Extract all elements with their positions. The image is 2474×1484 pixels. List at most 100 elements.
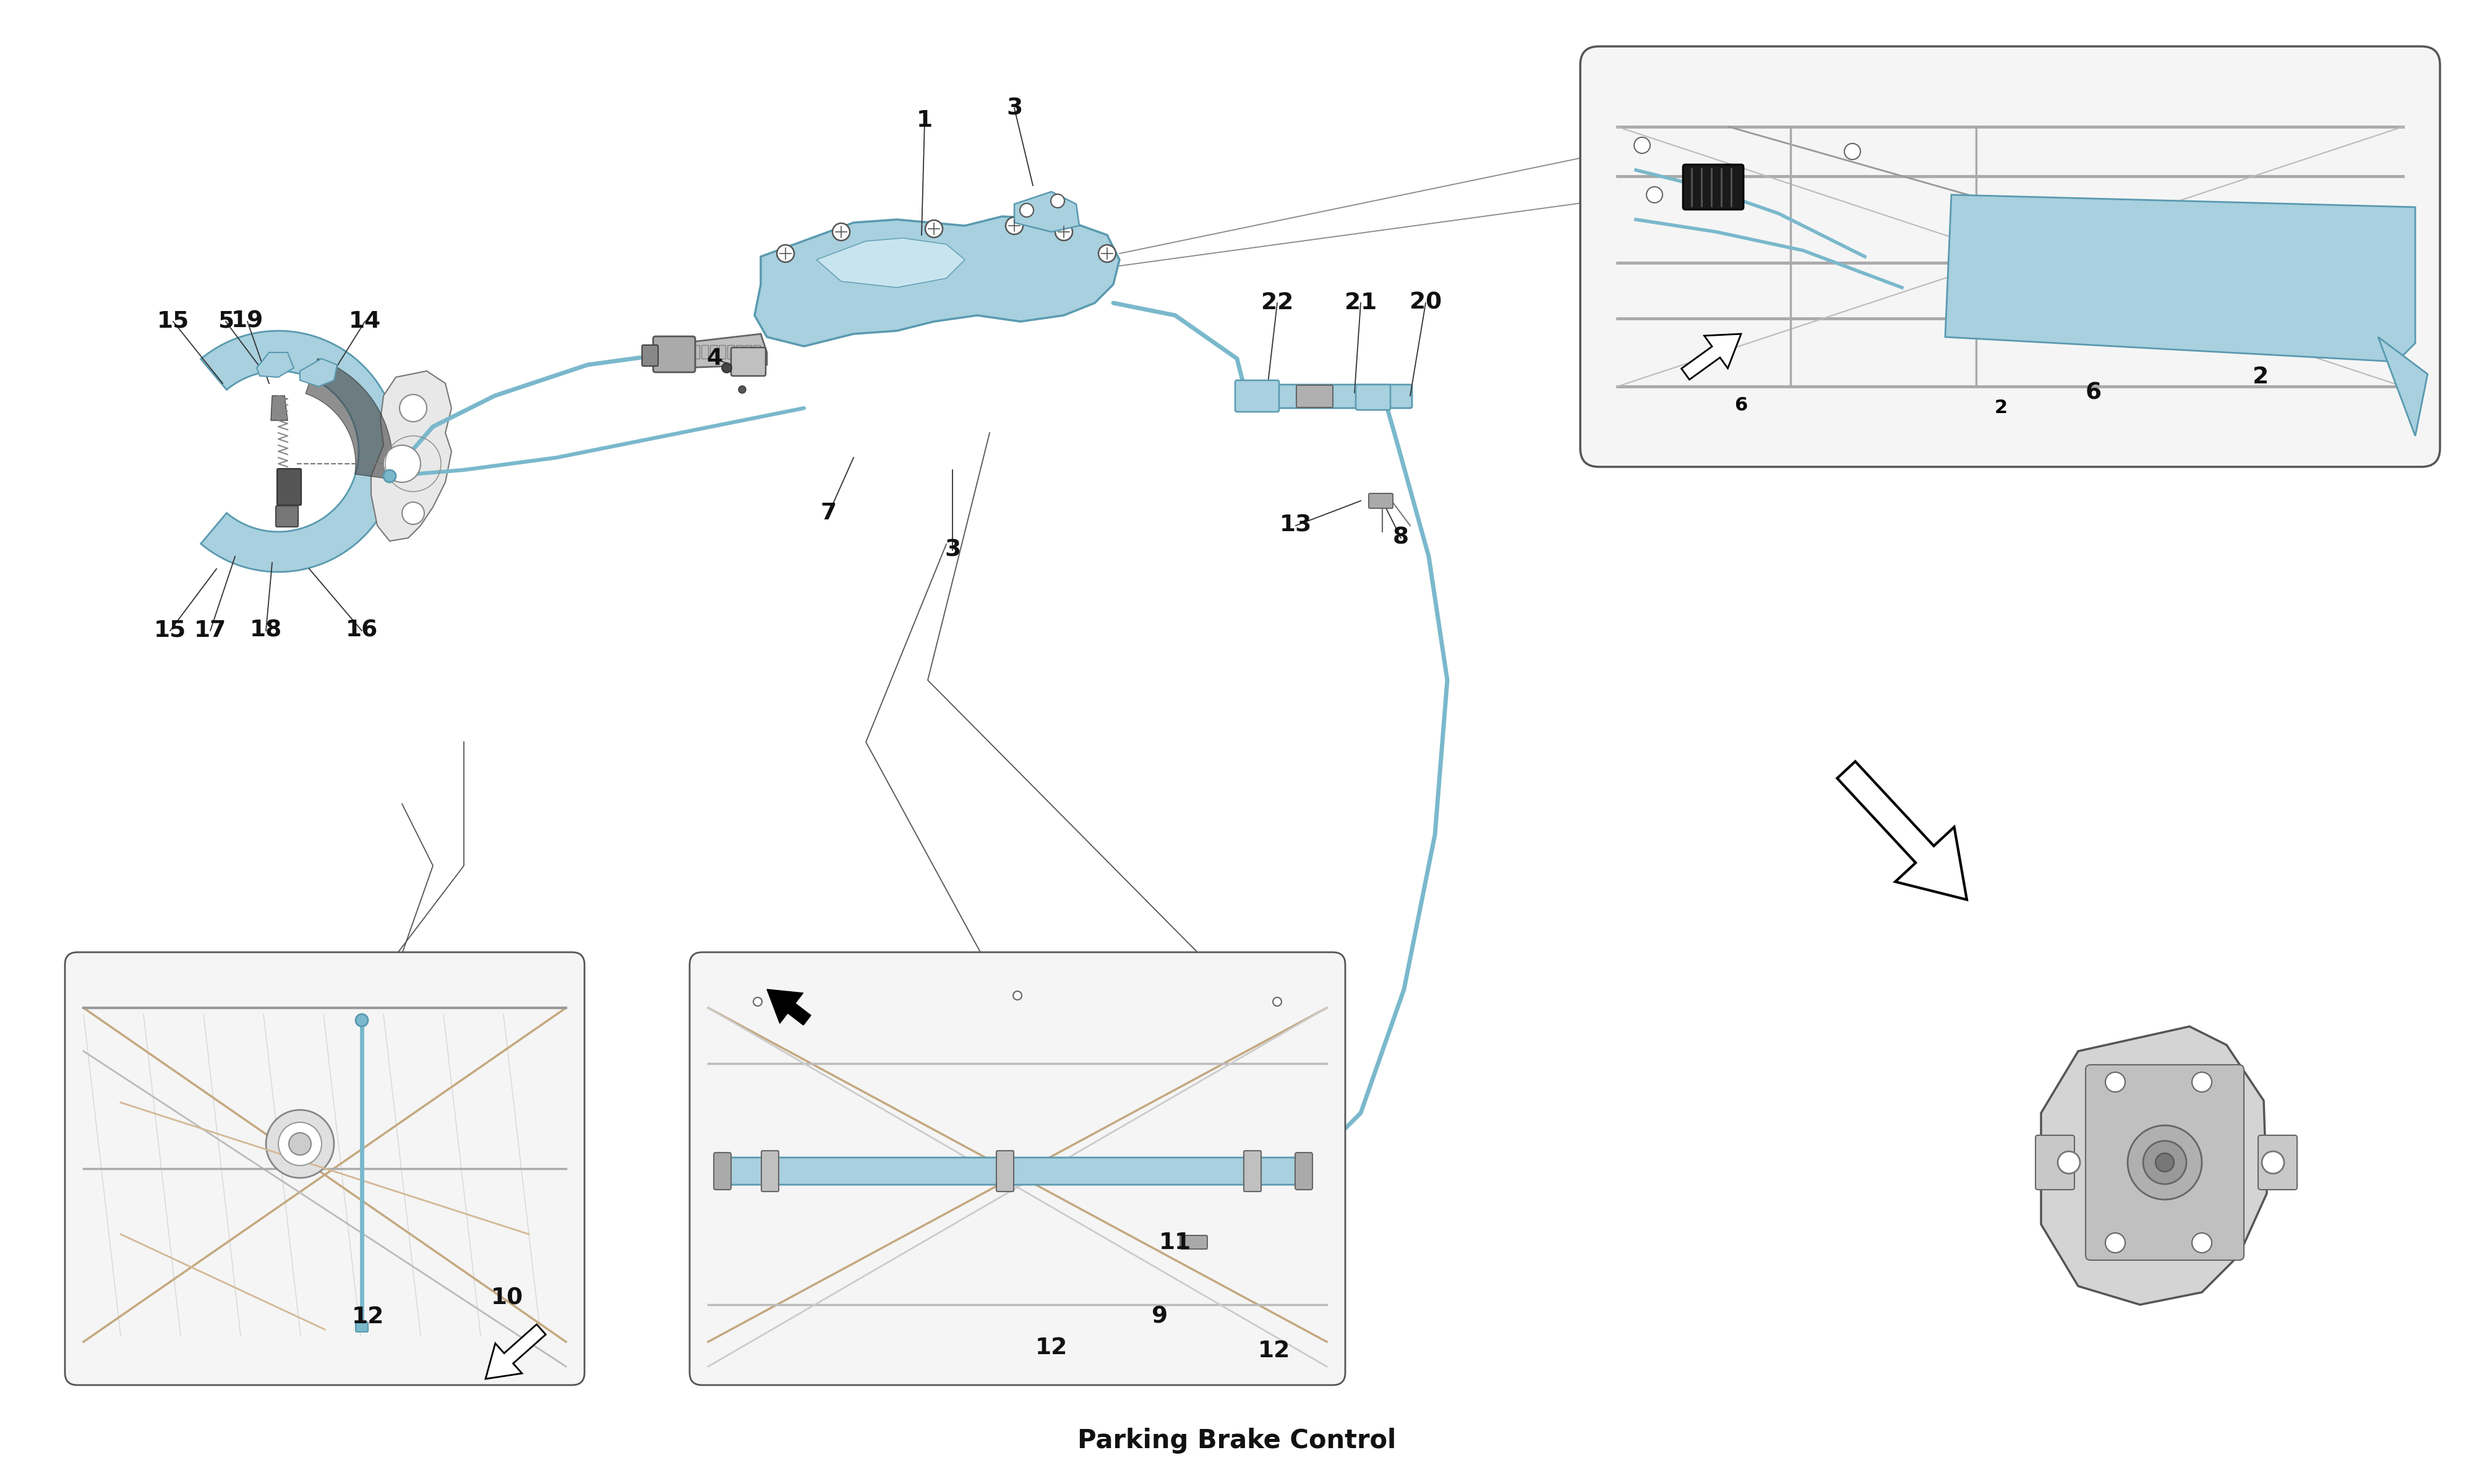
FancyBboxPatch shape	[1296, 1153, 1311, 1190]
Text: 12: 12	[1257, 1340, 1291, 1362]
Circle shape	[289, 1132, 312, 1155]
Text: 1: 1	[915, 110, 933, 132]
Polygon shape	[2041, 1027, 2266, 1304]
FancyBboxPatch shape	[356, 1322, 369, 1333]
FancyBboxPatch shape	[1581, 46, 2439, 467]
Text: 12: 12	[1034, 1337, 1069, 1359]
Circle shape	[831, 223, 851, 240]
Text: 6: 6	[1734, 396, 1747, 414]
FancyBboxPatch shape	[725, 1158, 1311, 1184]
Text: 14: 14	[349, 310, 381, 332]
Circle shape	[1051, 194, 1064, 208]
Circle shape	[2128, 1125, 2202, 1199]
FancyArrow shape	[485, 1324, 547, 1379]
Polygon shape	[257, 352, 294, 377]
Circle shape	[383, 445, 421, 482]
FancyBboxPatch shape	[2086, 1066, 2244, 1260]
FancyBboxPatch shape	[277, 469, 302, 505]
Polygon shape	[307, 359, 393, 479]
FancyArrow shape	[1838, 761, 1967, 899]
Circle shape	[2105, 1233, 2125, 1252]
Polygon shape	[200, 331, 398, 571]
Polygon shape	[1945, 194, 2415, 362]
FancyBboxPatch shape	[732, 347, 767, 375]
Text: 6: 6	[2086, 381, 2103, 404]
FancyBboxPatch shape	[2259, 1135, 2296, 1190]
Bar	[737, 344, 742, 359]
Bar	[745, 344, 752, 359]
Text: 15: 15	[156, 310, 190, 332]
FancyBboxPatch shape	[1180, 1235, 1207, 1250]
Circle shape	[1376, 496, 1388, 506]
Circle shape	[2192, 1233, 2212, 1252]
Bar	[710, 344, 717, 359]
Circle shape	[2105, 1071, 2125, 1092]
Text: 4: 4	[708, 347, 722, 370]
Bar	[703, 344, 708, 359]
Circle shape	[401, 395, 428, 421]
Text: 15: 15	[153, 620, 186, 641]
Text: 5: 5	[218, 310, 235, 332]
Text: 20: 20	[1410, 292, 1442, 315]
Circle shape	[2058, 1152, 2081, 1174]
Circle shape	[277, 1122, 322, 1165]
Polygon shape	[680, 334, 767, 368]
Circle shape	[2192, 1071, 2212, 1092]
Polygon shape	[2378, 337, 2427, 436]
Circle shape	[1633, 137, 1650, 153]
Polygon shape	[272, 396, 287, 420]
FancyBboxPatch shape	[713, 1153, 732, 1190]
FancyBboxPatch shape	[653, 337, 695, 372]
Circle shape	[1004, 217, 1024, 234]
Circle shape	[401, 502, 426, 524]
FancyArrow shape	[1682, 334, 1742, 380]
Circle shape	[1272, 997, 1282, 1006]
Circle shape	[2155, 1153, 2175, 1172]
Text: 19: 19	[230, 310, 265, 332]
FancyBboxPatch shape	[1242, 384, 1413, 408]
FancyBboxPatch shape	[1235, 380, 1279, 411]
Circle shape	[1054, 223, 1074, 240]
Text: 10: 10	[490, 1287, 524, 1309]
Text: 2: 2	[2251, 367, 2269, 389]
Bar	[752, 344, 760, 359]
Text: 13: 13	[1279, 515, 1311, 537]
Bar	[717, 344, 725, 359]
Circle shape	[777, 245, 794, 263]
Text: 18: 18	[250, 620, 282, 641]
FancyArrow shape	[767, 990, 811, 1025]
Circle shape	[1019, 203, 1034, 217]
Circle shape	[383, 470, 396, 482]
Polygon shape	[755, 217, 1118, 346]
Text: 7: 7	[821, 502, 836, 524]
Circle shape	[356, 1014, 369, 1027]
FancyBboxPatch shape	[1682, 165, 1744, 209]
Bar	[693, 344, 700, 359]
Polygon shape	[1014, 191, 1079, 232]
Polygon shape	[371, 371, 450, 542]
Text: 2: 2	[1994, 399, 2006, 417]
Circle shape	[2142, 1141, 2187, 1184]
FancyBboxPatch shape	[64, 953, 584, 1385]
Circle shape	[1846, 144, 1860, 159]
Text: 21: 21	[1343, 292, 1378, 315]
FancyBboxPatch shape	[762, 1150, 779, 1192]
Circle shape	[1014, 991, 1022, 1000]
FancyBboxPatch shape	[1244, 1150, 1262, 1192]
Text: 16: 16	[346, 620, 379, 641]
FancyBboxPatch shape	[643, 344, 658, 367]
Circle shape	[2261, 1152, 2284, 1174]
FancyBboxPatch shape	[997, 1150, 1014, 1192]
FancyBboxPatch shape	[690, 953, 1346, 1385]
Circle shape	[737, 386, 747, 393]
Circle shape	[925, 220, 943, 237]
Circle shape	[752, 997, 762, 1006]
Text: 17: 17	[193, 620, 228, 641]
Polygon shape	[816, 237, 965, 288]
Circle shape	[1648, 187, 1663, 203]
Text: 8: 8	[1393, 527, 1410, 549]
FancyBboxPatch shape	[1368, 493, 1393, 508]
FancyBboxPatch shape	[1296, 386, 1333, 408]
Circle shape	[1188, 1235, 1202, 1250]
Text: 11: 11	[1158, 1232, 1192, 1254]
